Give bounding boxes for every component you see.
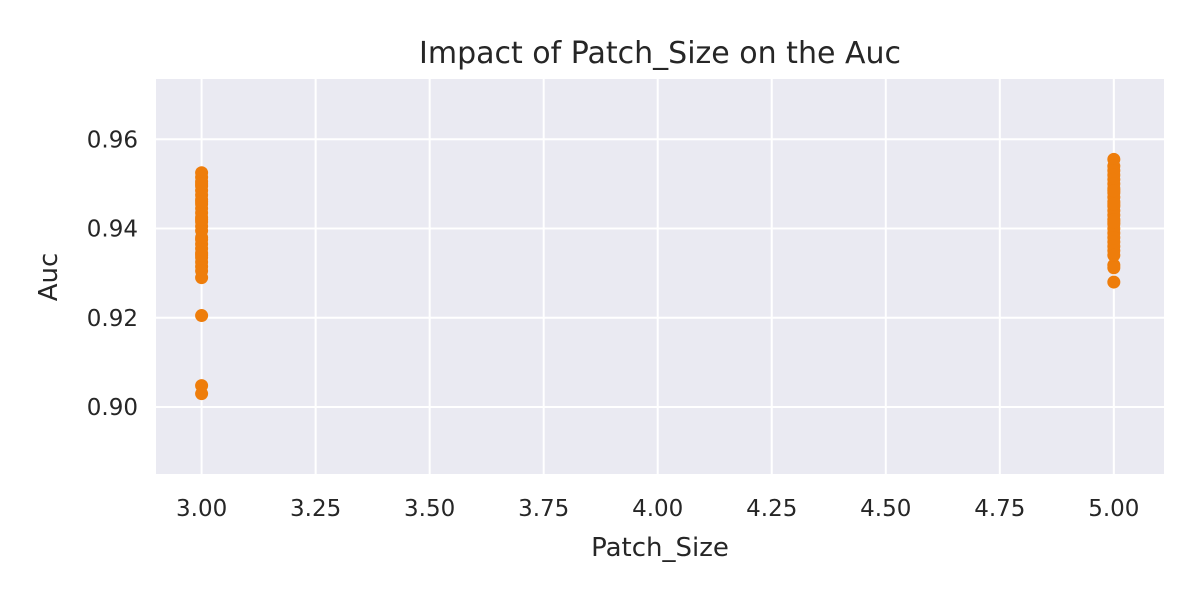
x-tick-label: 3.75 [518, 496, 569, 522]
x-tick-label: 3.50 [404, 496, 455, 522]
data-point [195, 230, 209, 244]
data-point [1107, 215, 1121, 229]
data-point [195, 213, 209, 227]
x-tick-label: 4.25 [746, 496, 797, 522]
grid-lines [156, 79, 1164, 474]
data-point [195, 271, 209, 285]
data-points [195, 152, 1121, 401]
y-tick-label: 0.96 [87, 127, 138, 153]
plot-area [156, 79, 1164, 474]
y-axis-label: Auc [34, 253, 64, 302]
x-tick-label: 3.25 [290, 496, 341, 522]
x-axis-label: Patch_Size [591, 533, 729, 563]
x-tick-label: 4.75 [974, 496, 1025, 522]
chart-title: Impact of Patch_Size on the Auc [419, 36, 901, 71]
data-point [1107, 275, 1121, 289]
data-point [195, 248, 209, 262]
x-tick-labels: 3.00 3.25 3.50 3.75 4.00 4.25 4.50 4.75 5.00 [176, 496, 1139, 522]
y-tick-label: 0.90 [87, 395, 138, 421]
x-tick-label: 3.00 [176, 496, 227, 522]
data-point [195, 309, 209, 323]
data-point [195, 387, 209, 401]
y-tick-label: 0.94 [87, 217, 138, 243]
data-point [1107, 197, 1121, 211]
y-tick-label: 0.92 [87, 306, 138, 332]
data-point [1107, 248, 1121, 262]
data-point [1107, 184, 1121, 198]
data-point [1107, 261, 1121, 275]
x-tick-label: 5.00 [1088, 496, 1139, 522]
x-tick-label: 4.00 [632, 496, 683, 522]
data-point [195, 177, 209, 191]
y-tick-labels: 0.90 0.92 0.94 0.96 [87, 127, 138, 421]
data-point [195, 195, 209, 209]
x-tick-label: 4.50 [860, 496, 911, 522]
